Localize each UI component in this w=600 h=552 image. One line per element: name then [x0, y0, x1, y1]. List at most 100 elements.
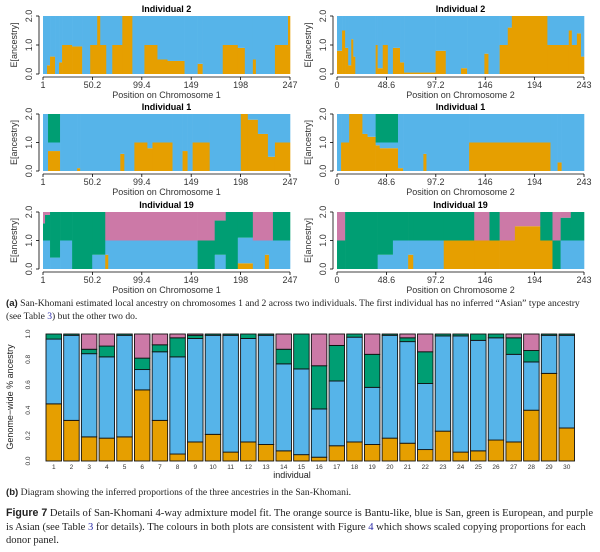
ancestry-segment-blue [499, 16, 509, 45]
x-tick-label: 194 [527, 275, 542, 285]
bar-segment-green [328, 344, 345, 382]
ancestry-segment-orange [341, 142, 350, 171]
x-tick-label: 48.6 [378, 275, 396, 285]
ancestry-segment-blue [367, 114, 376, 137]
bar-segment-green [452, 333, 469, 337]
x-tick-label: 146 [478, 177, 493, 187]
bar-segment-blue [505, 353, 522, 443]
ancestry-segment-orange [499, 240, 516, 269]
bar-segment-green [116, 333, 133, 336]
ancestry-segment-blue [267, 114, 276, 157]
panel-title: Individual 2 [142, 4, 192, 14]
bar-segment-green [45, 333, 62, 340]
ancestry-segment-orange [240, 114, 249, 171]
x-tick-label: 247 [282, 275, 297, 285]
bar-segment-orange [399, 442, 416, 462]
ancestry-segment-orange [375, 45, 378, 74]
bar-segment-green [222, 333, 239, 336]
ancestry-segment-purple [474, 212, 490, 241]
bar-segment-orange [470, 450, 487, 462]
ancestry-segment-blue [568, 16, 573, 31]
ancestry-segment-green [272, 212, 291, 241]
figure-4-link[interactable]: 4 [368, 521, 374, 533]
y-tick-label: 0.0 [24, 165, 34, 178]
bar-segment-green [470, 333, 487, 341]
x-tick-label: 26 [492, 464, 500, 471]
ancestry-segment-green [43, 223, 46, 241]
bar-segment-blue [133, 369, 151, 391]
bar-segment-orange [363, 444, 381, 462]
bar-segment-blue [187, 337, 204, 443]
ancestry-segment-blue [561, 114, 585, 171]
ancestry-segment-orange [105, 254, 109, 269]
ancestry-segment-blue [392, 16, 401, 48]
ancestry-segment-blue [484, 16, 489, 54]
ancestry-segment-orange [557, 162, 562, 171]
bar-segment-green [133, 357, 151, 371]
y-axis-label: Genome−wide % ancestry [5, 344, 15, 450]
ancestry-segment-orange [147, 148, 153, 171]
ancestry-segment-orange [461, 68, 468, 74]
bar-segment-green [151, 344, 169, 353]
ancestry-segment-orange [237, 263, 254, 269]
table-3-link[interactable]: 3 [47, 310, 53, 322]
ancestry-segment-green [540, 212, 553, 241]
ancestry-panel: Individual 19 1 50.2 99.4 149 198 247 Position … [9, 200, 298, 295]
bar-segment-orange [98, 437, 116, 462]
y-tick-label: 1.0 [318, 234, 328, 247]
ancestry-segment-blue [45, 240, 51, 269]
x-tick-label: 97.2 [427, 275, 445, 285]
ancestry-segment-blue [244, 16, 254, 74]
table-3-link[interactable]: 3 [88, 521, 94, 533]
ancestry-segment-blue [55, 16, 60, 74]
bar-segment-blue [470, 339, 487, 452]
x-tick-label: 16 [315, 464, 323, 471]
ancestry-segment-orange [397, 168, 404, 171]
ancestry-segment-blue [247, 114, 259, 120]
x-tick-label: 0 [334, 177, 339, 187]
x-tick-label: 2 [70, 464, 74, 471]
bar-segment-purple [310, 333, 328, 367]
bar-segment-green [169, 337, 186, 358]
ancestry-segment-blue [557, 114, 562, 163]
x-tick-label: 21 [404, 464, 412, 471]
x-tick-label: 99.4 [133, 177, 151, 187]
ancestry-segment-green [345, 212, 378, 269]
ancestry-segment-orange [222, 45, 239, 74]
bar-segment-green [293, 333, 310, 370]
bar-segment-purple [187, 333, 204, 336]
ancestry-segment-orange [379, 148, 399, 171]
ancestry-segment-blue [105, 240, 109, 255]
ancestry-segment-blue [342, 16, 346, 31]
ancestry-segment-green [560, 217, 572, 241]
ancestry-segment-green [72, 212, 93, 269]
y-tick-label: 2.0 [24, 206, 34, 219]
ancestry-segment-blue [255, 16, 276, 74]
ancestry-segment-orange [484, 53, 489, 74]
y-tick-label: 0.0 [318, 165, 328, 178]
bar-segment-orange [434, 430, 452, 462]
x-tick-label: 194 [527, 177, 542, 187]
bar-segment-blue [363, 386, 381, 445]
ancestry-segment-blue [222, 16, 239, 45]
x-tick-label: 10 [209, 464, 217, 471]
ancestry-segment-green [375, 114, 380, 143]
bar-segment-orange [116, 436, 133, 462]
x-tick-label: 22 [422, 464, 430, 471]
bar-segment-orange [204, 433, 222, 462]
bar-segment-green [310, 365, 328, 410]
ancestry-segment-blue [182, 114, 188, 152]
ancestry-segment-blue [80, 114, 121, 171]
ancestry-segment-blue [59, 16, 63, 63]
panel-title: Individual 1 [142, 102, 192, 112]
ancestry-segment-blue [397, 114, 404, 169]
panel-title: Individual 1 [436, 102, 486, 112]
ancestry-segment-blue [423, 114, 427, 154]
ancestry-segment-blue [268, 240, 274, 269]
ancestry-panel: Individual 2 1 50.2 99.4 149 198 247 Position o… [9, 4, 298, 100]
bar-segment-orange [417, 449, 434, 462]
ancestry-segment-blue [426, 114, 470, 171]
ancestry-segment-green [60, 212, 73, 241]
x-tick-label: 50.2 [84, 275, 102, 285]
bar-segment-blue [293, 368, 310, 456]
